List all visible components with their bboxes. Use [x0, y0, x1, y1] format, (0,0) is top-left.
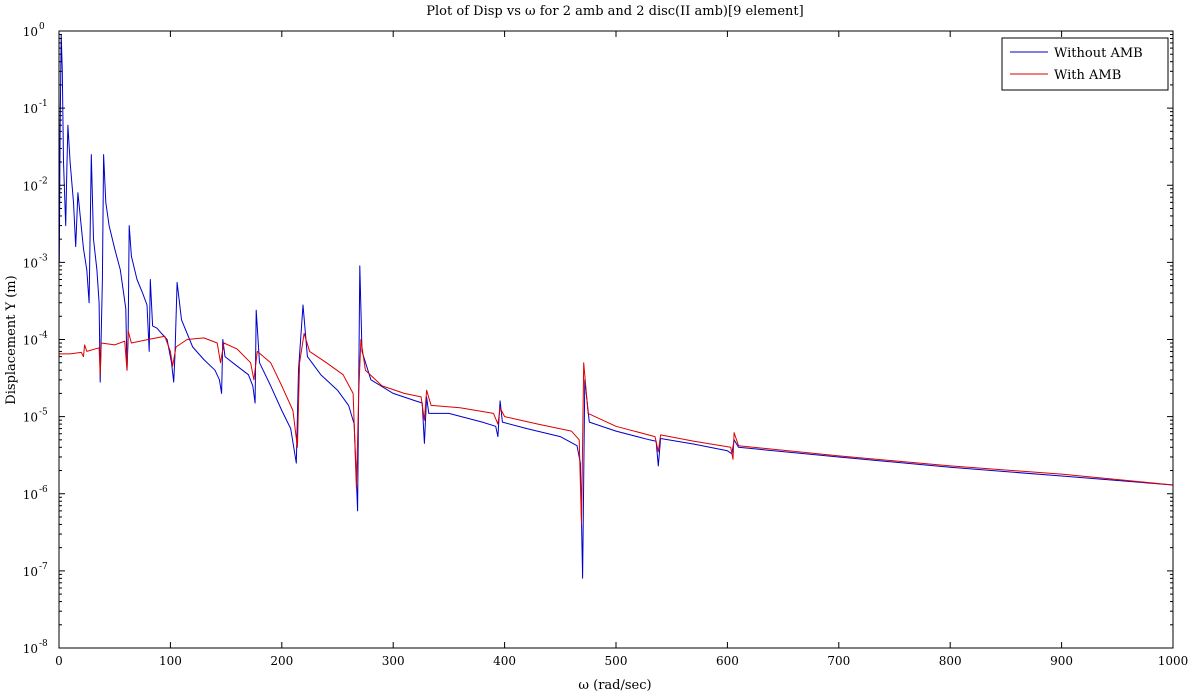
y-tick-label: 10: [23, 334, 38, 348]
y-tick-exponent: -7: [39, 562, 48, 572]
x-tick-label: 1000: [1158, 654, 1189, 668]
plot-area: [58, 34, 1174, 579]
series-line-with-amb: [59, 330, 1174, 525]
y-tick-label: 10: [23, 488, 38, 502]
y-tick-label: 10: [23, 411, 38, 425]
x-tick-label: 800: [939, 654, 962, 668]
y-tick-label: 10: [23, 565, 38, 579]
y-tick-exponent: -2: [39, 176, 48, 186]
x-tick-label: 100: [159, 654, 182, 668]
y-tick-label: 10: [23, 256, 38, 270]
x-tick-label: 900: [1050, 654, 1073, 668]
x-tick-label: 400: [493, 654, 516, 668]
y-tick-exponent: -1: [39, 99, 48, 109]
chart-title: Plot of Disp vs ω for 2 amb and 2 disc(I…: [426, 4, 803, 19]
y-tick-label: 10: [23, 25, 38, 39]
legend-label-without-amb: Without AMB: [1054, 46, 1143, 61]
x-tick-label: 600: [716, 654, 739, 668]
x-tick-label: 0: [55, 654, 63, 668]
y-tick-exponent: -4: [39, 331, 48, 341]
y-axis-title: Displacement Y (m): [4, 275, 19, 404]
y-tick-label: 10: [23, 179, 38, 193]
y-tick-exponent: -8: [39, 639, 48, 649]
y-tick-exponent: -5: [39, 408, 48, 418]
y-tick-exponent: -3: [39, 253, 48, 263]
x-tick-label: 500: [605, 654, 628, 668]
x-tick-label: 200: [270, 654, 293, 668]
legend-label-with-amb: With AMB: [1054, 68, 1121, 83]
y-tick-label: 10: [23, 102, 38, 116]
series-line-without-amb: [58, 34, 1174, 579]
legend-box: [1001, 37, 1169, 91]
x-axis-title: ω (rad/sec): [578, 678, 651, 693]
legend: Without AMB With AMB: [1001, 37, 1169, 91]
x-tick-label: 300: [382, 654, 405, 668]
y-tick-exponent: -6: [39, 485, 48, 495]
x-tick-label: 700: [827, 654, 850, 668]
y-tick-exponent: 0: [39, 22, 45, 32]
y-tick-label: 10: [23, 642, 38, 656]
